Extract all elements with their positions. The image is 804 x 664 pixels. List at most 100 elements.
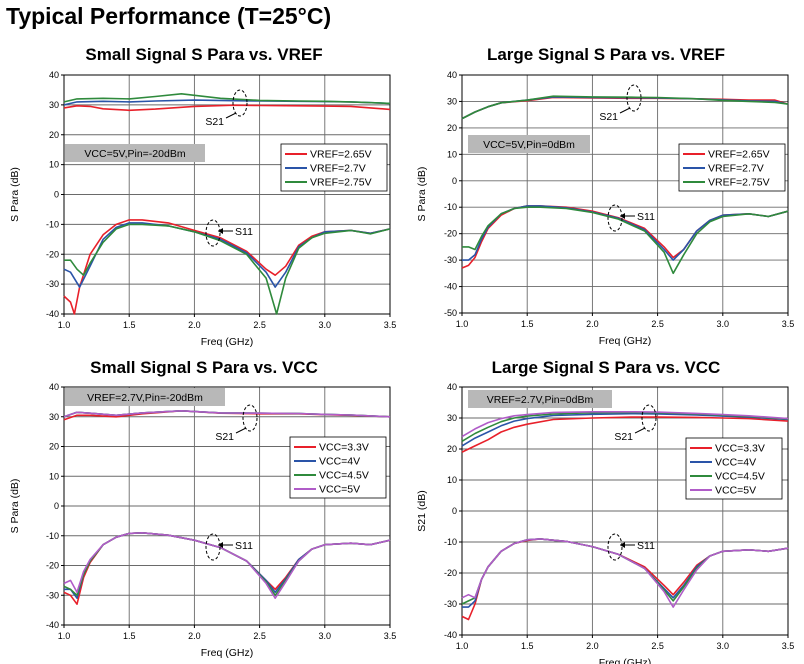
- y-tick-label: 40: [447, 382, 457, 392]
- condition-text: VCC=5V,Pin=-20dBm: [84, 148, 185, 160]
- y-tick-label: -30: [444, 599, 457, 609]
- y-tick-label: 30: [49, 412, 59, 422]
- y-axis-label: S21 (dB): [416, 490, 428, 531]
- x-tick-label: 1.5: [521, 641, 534, 651]
- y-tick-label: 0: [452, 176, 457, 186]
- legend-label: VREF=2.75V: [310, 177, 372, 189]
- chart-panel: Small Signal S Para vs. VREF 1.0 1.5 2.0 2.5…: [9, 45, 396, 348]
- series-line-s21: [461, 416, 789, 453]
- y-tick-label: 20: [49, 442, 59, 452]
- y-tick-label: 40: [49, 70, 59, 80]
- legend-label: VCC=4V: [319, 456, 360, 468]
- plot-frame: [461, 74, 789, 314]
- s11-arrowhead: [218, 542, 223, 548]
- chart-panel: Small Signal S Para vs. VCC 1.0 1.5 2.0 2.5 3…: [9, 358, 396, 659]
- legend-label: VCC=3.3V: [715, 443, 765, 455]
- y-tick-label: -30: [444, 255, 457, 265]
- y-tick-label: 0: [452, 506, 457, 516]
- condition-box: [65, 144, 205, 162]
- chart-title: Large Signal S Para vs. VCC: [492, 358, 721, 377]
- s11-arrowhead: [218, 228, 223, 234]
- series-line-s11: [64, 223, 391, 315]
- x-tick-label: 2.5: [651, 319, 664, 329]
- s11-marker: [205, 219, 221, 247]
- condition-box: [468, 390, 612, 408]
- s21-marker: [641, 404, 657, 432]
- x-tick-label: 2.5: [253, 320, 266, 330]
- y-tick-label: 0: [54, 501, 59, 511]
- x-tick-label: 3.0: [717, 319, 730, 329]
- series-line-s21: [461, 95, 789, 120]
- y-tick-label: 10: [49, 160, 59, 170]
- condition-box: [468, 135, 590, 153]
- x-tick-label: 1.0: [58, 320, 71, 330]
- x-axis-label: Freq (GHz): [599, 657, 652, 664]
- s21-arrow: [634, 427, 646, 434]
- x-tick-label: 2.0: [586, 319, 599, 329]
- y-tick-label: 40: [49, 382, 59, 392]
- x-tick-label: 3.5: [384, 320, 397, 330]
- series-line-s11: [63, 532, 391, 597]
- y-tick-label: -40: [444, 282, 457, 292]
- y-tick-label: -20: [444, 229, 457, 239]
- condition-box: [65, 388, 225, 406]
- chart-panel: Large Signal S Para vs. VREF 1.0 1.5 2.0 2.5…: [416, 45, 794, 347]
- y-tick-label: -20: [46, 561, 59, 571]
- series-line-s21: [461, 412, 789, 447]
- legend-label: VREF=2.7V: [310, 163, 366, 175]
- y-tick-label: 20: [447, 444, 457, 454]
- s11-arrowhead: [620, 542, 625, 548]
- legend-label: VCC=4.5V: [715, 471, 765, 483]
- x-tick-label: 1.5: [123, 320, 136, 330]
- legend-label: VCC=5V: [715, 485, 756, 497]
- series-line-s11: [461, 538, 789, 605]
- y-tick-label: -10: [444, 537, 457, 547]
- s21-marker: [232, 89, 248, 117]
- s11-label: S11: [637, 540, 655, 552]
- y-axis-label: S Para (dB): [9, 167, 21, 222]
- y-tick-label: -40: [444, 630, 457, 640]
- y-tick-label: 20: [49, 130, 59, 140]
- x-tick-label: 2.5: [253, 631, 266, 641]
- legend-label: VCC=3.3V: [319, 442, 369, 454]
- y-tick-label: -10: [444, 202, 457, 212]
- series-line-s11: [63, 219, 391, 315]
- x-axis-label: Freq (GHz): [201, 336, 254, 348]
- s11-marker: [607, 204, 623, 232]
- series-line-s11: [63, 532, 391, 599]
- y-tick-label: -30: [46, 279, 59, 289]
- y-tick-label: -20: [444, 568, 457, 578]
- x-tick-label: 2.5: [651, 641, 664, 651]
- s21-label: S21: [215, 431, 234, 443]
- series-line-s21: [63, 99, 391, 106]
- y-tick-label: 10: [447, 475, 457, 485]
- y-tick-label: 40: [447, 70, 457, 80]
- y-tick-label: 30: [447, 413, 457, 423]
- page-title: Typical Performance (T=25°C): [6, 3, 332, 29]
- x-tick-label: 3.0: [717, 641, 730, 651]
- y-axis-label: S Para (dB): [416, 167, 428, 222]
- condition-text: VCC=5V,Pin=0dBm: [483, 139, 575, 151]
- x-tick-label: 2.0: [188, 320, 201, 330]
- legend-label: VREF=2.65V: [310, 149, 372, 161]
- y-tick-label: -30: [46, 590, 59, 600]
- legend-label: VREF=2.7V: [708, 163, 764, 175]
- y-tick-label: -20: [46, 249, 59, 259]
- series-line-s21: [63, 104, 391, 112]
- y-tick-label: 0: [54, 190, 59, 200]
- y-tick-label: -50: [444, 308, 457, 318]
- x-tick-label: 1.0: [58, 631, 71, 641]
- x-tick-label: 3.0: [319, 320, 332, 330]
- s21-marker: [242, 404, 258, 432]
- condition-text: VREF=2.7V,Pin=0dBm: [487, 394, 594, 406]
- s11-marker: [607, 533, 623, 561]
- chart-panel: Large Signal S Para vs. VCC 1.0 1.5 2.0 2.5 3…: [416, 358, 794, 664]
- series-line-s21: [461, 411, 789, 438]
- s11-label: S11: [235, 226, 253, 238]
- legend-label: VCC=4.5V: [319, 470, 369, 482]
- series-line-s11: [461, 538, 789, 608]
- y-tick-label: -10: [46, 531, 59, 541]
- chart-title: Small Signal S Para vs. VREF: [85, 45, 322, 64]
- x-tick-label: 2.0: [188, 631, 201, 641]
